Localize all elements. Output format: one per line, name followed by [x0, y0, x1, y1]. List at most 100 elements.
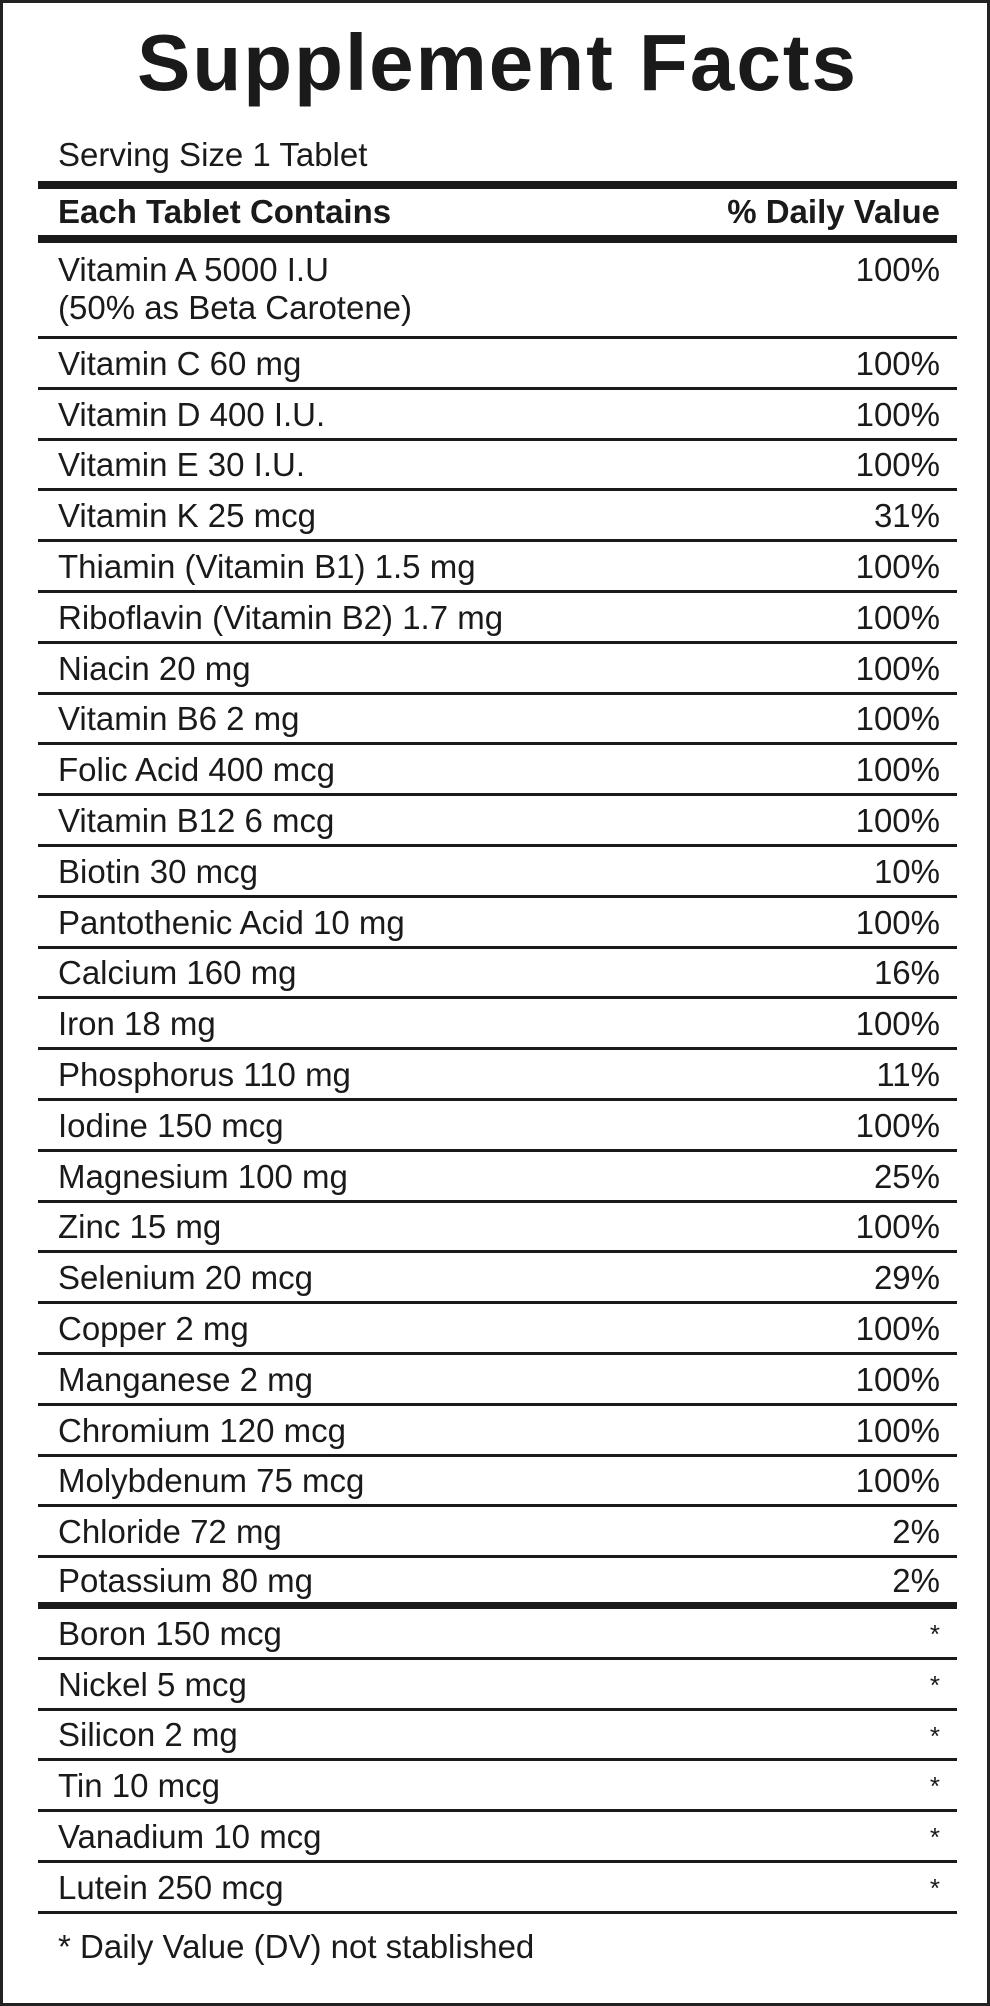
daily-value: * — [929, 1669, 940, 1700]
nutrient-cell: Biotin 30 mcg — [58, 853, 258, 891]
daily-value: 100% — [855, 1411, 940, 1449]
nutrient-cell: Niacin 20 mg — [58, 650, 251, 688]
nutrient-name: Silicon 2 mg — [58, 1716, 238, 1754]
title: Supplement Facts — [136, 18, 859, 107]
nutrient-name: Molybdenum 75 mcg — [58, 1462, 365, 1500]
nutrient-name: Selenium 20 mcg — [58, 1259, 313, 1297]
nutrient-cell: Vitamin C 60 mg — [58, 345, 301, 383]
label-body: Supplement Facts Serving Size 1 Tablet E… — [38, 3, 957, 1966]
nutrient-name: Biotin 30 mcg — [58, 852, 258, 890]
header-right: % Daily Value — [727, 193, 940, 230]
nutrient-row: Iron 18 mg 100% — [38, 999, 957, 1051]
serving-size: Serving Size 1 Tablet — [58, 136, 368, 173]
daily-value: 100% — [855, 446, 940, 484]
nutrient-cell: Vitamin A 5000 I.U (50% as Beta Carotene) — [58, 251, 412, 327]
nutrient-cell: Manganese 2 mg — [58, 1361, 313, 1399]
nutrient-name: Iron 18 mg — [58, 1005, 216, 1043]
nutrient-name: Vanadium 10 mcg — [58, 1818, 322, 1855]
nutrient-row: Chromium 120 mcg 100% — [38, 1406, 957, 1457]
nutrient-cell: Vitamin B6 2 mg — [58, 700, 300, 738]
nutrient-row: Niacin 20 mg 100% — [38, 644, 957, 695]
nutrient-row: Silicon 2 mg * — [38, 1711, 957, 1762]
nutrient-name: Calcium 160 mg — [58, 954, 297, 992]
nutrient-cell: Riboflavin (Vitamin B2) 1.7 mg — [58, 599, 503, 637]
nutrient-cell: Phosphorus 110 mg — [58, 1056, 351, 1094]
daily-value: * — [929, 1771, 940, 1802]
nutrient-cell: Iodine 150 mcg — [58, 1107, 284, 1145]
nutrient-name: Folic Acid 400 mcg — [58, 751, 335, 789]
nutrient-name: Vitamin C 60 mg — [58, 344, 302, 382]
nutrient-cell: Vitamin D 400 I.U. — [58, 396, 325, 434]
nutrient-cell: Tin 10 mcg — [58, 1767, 220, 1805]
nutrient-name: Iodine 150 mcg — [58, 1106, 284, 1144]
nutrient-name: Manganese 2 mg — [58, 1360, 313, 1398]
nutrient-name: Nickel 5 mcg — [58, 1665, 247, 1703]
nutrient-name: Riboflavin (Vitamin B2) 1.7 mg — [58, 598, 504, 636]
daily-value: * — [929, 1618, 940, 1649]
nutrient-name: Pantothenic Acid 10 mg — [58, 903, 405, 941]
nutrient-row: Phosphorus 110 mg 11% — [38, 1050, 957, 1101]
nutrient-row: Vitamin A 5000 I.U (50% as Beta Carotene)… — [38, 243, 957, 339]
nutrient-cell: Copper 2 mg — [58, 1310, 249, 1348]
nutrient-cell: Potassium 80 mg — [58, 1562, 313, 1600]
daily-value: 31% — [873, 497, 940, 535]
daily-value: 100% — [855, 1462, 940, 1500]
nutrient-name: Copper 2 mg — [58, 1310, 249, 1348]
nutrient-name: Vitamin A 5000 I.U — [58, 251, 329, 288]
nutrient-row: Vitamin E 30 I.U. 100% — [38, 441, 957, 492]
nutrient-cell: Magnesium 100 mg — [58, 1158, 348, 1196]
nutrient-cell: Folic Acid 400 mcg — [58, 751, 335, 789]
nutrient-cell: Vanadium 10 mcg — [58, 1818, 322, 1856]
daily-value: 100% — [855, 903, 940, 941]
thick-rule — [38, 181, 957, 189]
header-left: Each Tablet Contains — [58, 193, 392, 230]
nutrient-cell: Iron 18 mg — [58, 1005, 216, 1043]
footnote: * Daily Value (DV) not stablished — [58, 1927, 535, 1965]
nutrient-name: Lutein 250 mcg — [58, 1868, 284, 1906]
nutrient-note: (50% as Beta Carotene) — [58, 289, 413, 326]
daily-value: 100% — [855, 751, 940, 789]
nutrient-rows: Vitamin A 5000 I.U (50% as Beta Carotene)… — [38, 243, 957, 1914]
nutrient-row: Magnesium 100 mg 25% — [38, 1152, 957, 1203]
nutrient-name: Zinc 15 mg — [58, 1208, 222, 1246]
nutrient-row: Chloride 72 mg 2% — [38, 1507, 957, 1559]
daily-value: 100% — [855, 1005, 940, 1043]
table-header: Each Tablet Contains % Daily Value — [38, 189, 957, 235]
nutrient-name: Magnesium 100 mg — [58, 1157, 348, 1195]
nutrient-row: Lutein 250 mcg * — [38, 1863, 957, 1914]
nutrient-name: Niacin 20 mg — [58, 649, 251, 687]
nutrient-name: Tin 10 mcg — [58, 1767, 221, 1805]
daily-value: * — [929, 1872, 940, 1903]
nutrient-name: Vitamin B12 6 mcg — [58, 802, 335, 840]
daily-value: 100% — [855, 649, 940, 687]
nutrient-row: Vitamin B6 2 mg 100% — [38, 695, 957, 746]
nutrient-name: Vitamin K 25 mcg — [58, 497, 317, 535]
nutrient-cell: Lutein 250 mcg — [58, 1869, 284, 1907]
nutrient-row: Riboflavin (Vitamin B2) 1.7 mg 100% — [38, 593, 957, 644]
nutrient-name: Chloride 72 mg — [58, 1513, 282, 1551]
nutrient-cell: Silicon 2 mg — [58, 1716, 238, 1754]
daily-value: * — [929, 1822, 940, 1853]
nutrient-row: Molybdenum 75 mcg 100% — [38, 1457, 957, 1508]
daily-value: 100% — [855, 598, 940, 636]
daily-value: 2% — [892, 1562, 940, 1600]
nutrient-name: Vitamin B6 2 mg — [58, 700, 300, 738]
daily-value: 16% — [873, 954, 940, 992]
daily-value: 11% — [876, 1056, 940, 1094]
daily-value: * — [929, 1720, 940, 1751]
nutrient-row: Vitamin B12 6 mcg 100% — [38, 796, 957, 847]
nutrient-cell: Nickel 5 mcg — [58, 1666, 247, 1704]
daily-value: 100% — [855, 802, 940, 840]
daily-value: 25% — [873, 1157, 940, 1195]
nutrient-cell: Selenium 20 mcg — [58, 1259, 313, 1297]
daily-value: 100% — [855, 1310, 940, 1348]
nutrient-row: Thiamin (Vitamin B1) 1.5 mg 100% — [38, 542, 957, 593]
nutrient-cell: Zinc 15 mg — [58, 1208, 221, 1246]
nutrient-row: Vitamin C 60 mg 100% — [38, 339, 957, 390]
nutrient-cell: Vitamin K 25 mcg — [58, 497, 316, 535]
daily-value: 100% — [855, 395, 940, 433]
nutrient-row: Selenium 20 mcg 29% — [38, 1253, 957, 1305]
nutrient-row: Zinc 15 mg 100% — [38, 1203, 957, 1254]
nutrient-row: Calcium 160 mg 16% — [38, 949, 957, 1000]
